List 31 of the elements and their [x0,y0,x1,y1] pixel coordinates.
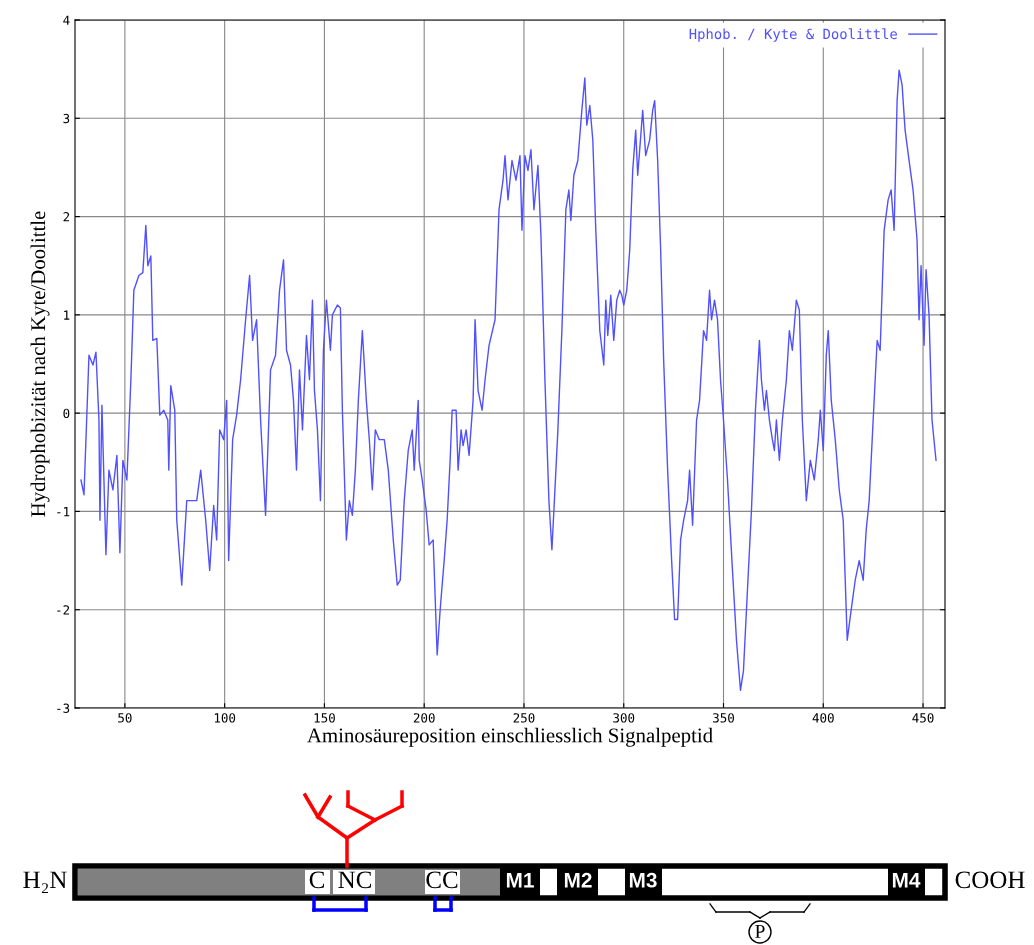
text: C [309,871,324,889]
y-axis-title: Hydrophobizität nach Kyte/Doolittle [30,211,50,517]
text: M3 [629,872,657,888]
y-tick-label: -3 [57,703,70,713]
y-tick-label: 2 [63,212,70,222]
x-axis-title: Aminosäureposition einschliesslich Signalpeptid [307,727,713,747]
x-tick-label: 50 [118,713,132,723]
legend-label: Hphob. / Kyte & Doolittle [689,28,897,42]
x-tick-label: 450 [912,713,934,723]
x-tick-label: 200 [413,713,435,723]
text: P [755,924,765,938]
text: CC [426,871,458,889]
text: COOH [955,871,1025,889]
x-tick-label: 100 [214,713,236,723]
x-tick-label: 350 [713,713,734,723]
text: M4 [892,873,921,888]
y-tick-label: 3 [63,113,70,124]
y-tick-label: 0 [63,408,70,419]
text: M1 [506,873,534,888]
line-series [80,69,937,692]
x-tick-label: 300 [613,713,635,723]
y-tick-label: 1 [64,310,70,320]
y-tick-label: -1 [57,507,70,517]
text: M2 [564,872,592,888]
y-tick-label: 4 [63,15,70,25]
x-tick-label: 400 [812,713,834,723]
x-tick-label: 150 [314,713,335,723]
text: H₂N [23,871,67,894]
x-tick-label: 250 [513,713,535,723]
text: NC [338,871,371,889]
y-tick-label: -2 [57,605,70,615]
